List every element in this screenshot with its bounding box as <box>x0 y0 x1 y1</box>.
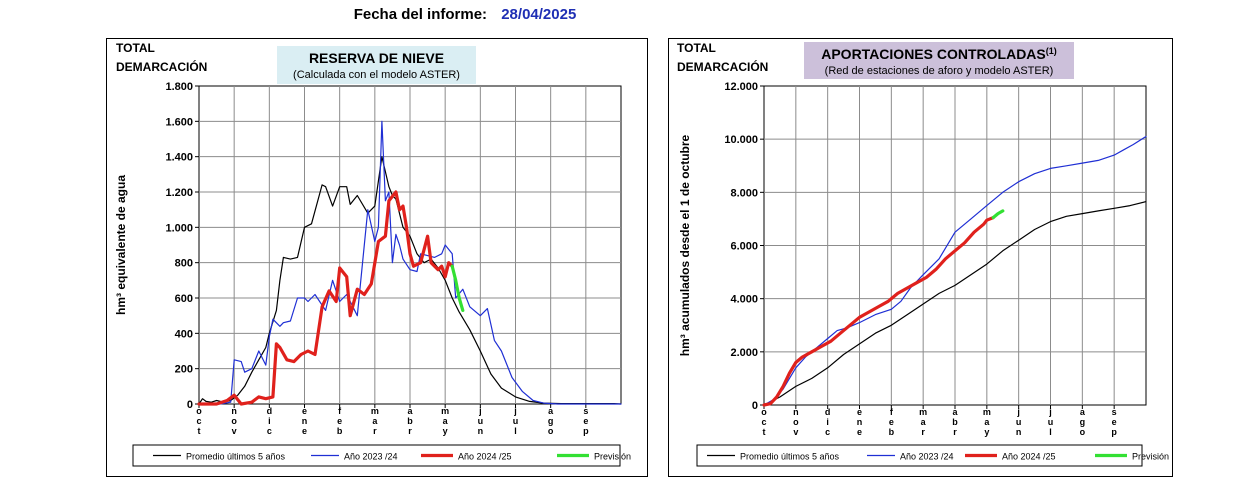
legend-label-1: Año 2023 /24 <box>900 452 954 462</box>
legend-label-2: Año 2024 /25 <box>1002 452 1056 462</box>
series-line-3 <box>991 209 1005 220</box>
y-tick-label: 600 <box>175 293 193 305</box>
legend-label-2: Año 2024 /25 <box>458 452 512 462</box>
region-label-line-1: TOTAL <box>677 41 716 55</box>
region-label-line-2: DEMARCACIÓN <box>116 59 207 74</box>
series-line-0 <box>763 201 1147 406</box>
chart-subtitle: (Red de estaciones de aforo y modelo AST… <box>825 65 1054 77</box>
legend-label-1: Año 2023 /24 <box>344 452 398 462</box>
report-date-label: Fecha del informe: <box>353 6 488 23</box>
y-tick-label: 200 <box>175 364 193 376</box>
y-tick-label: 400 <box>175 328 193 340</box>
chart-title: APORTACIONES CONTROLADAS(1) <box>821 46 1057 62</box>
y-axis-label: hm³ acumulados desde el 1 de octubre <box>678 134 692 356</box>
y-axis-label: hm³ equivalente de agua <box>114 175 128 315</box>
y-tick-label: 6.000 <box>730 241 758 253</box>
y-tick-label: 1.000 <box>165 222 193 234</box>
chart-subtitle: (Calculada con el modelo ASTER) <box>293 69 460 81</box>
series-line-3 <box>450 264 465 312</box>
y-tick-label: 1.800 <box>165 81 193 93</box>
legend-label-3: Previsión <box>594 452 631 462</box>
legend-label-0: Promedio últimos 5 años <box>186 452 286 462</box>
legend-label-3: Previsión <box>1132 452 1169 462</box>
series-line-2 <box>197 190 454 406</box>
y-tick-label: 0 <box>187 399 193 411</box>
y-tick-label: 2.000 <box>730 347 758 359</box>
y-tick-label: 10.000 <box>724 134 758 146</box>
legend-label-0: Promedio últimos 5 años <box>740 452 840 462</box>
y-tick-label: 8.000 <box>730 187 758 199</box>
report-date-bar: Fecha del informe: 28/04/2025 <box>0 6 930 23</box>
y-tick-label: 1.200 <box>165 187 193 199</box>
chart-title-box <box>277 46 476 84</box>
y-tick-label: 12.000 <box>724 81 758 93</box>
series-line-1 <box>198 120 622 405</box>
snow-reserve-panel: TOTAL DEMARCACIÓN RESERVA DE NIEVE (Calcula… <box>106 38 648 477</box>
region-label-line-1: TOTAL <box>116 41 155 55</box>
region-label-line-2: DEMARCACIÓN <box>677 59 768 74</box>
series-line-0 <box>198 156 622 405</box>
legend-box <box>132 444 621 467</box>
y-tick-label: 0 <box>752 400 758 412</box>
y-tick-label: 1.600 <box>165 116 193 128</box>
report-date-value: 28/04/2025 <box>501 6 577 23</box>
chart-title: RESERVA DE NIEVE <box>309 50 444 66</box>
series-line-2 <box>762 216 995 407</box>
y-tick-label: 4.000 <box>730 294 758 306</box>
y-tick-label: 800 <box>175 258 193 270</box>
y-tick-label: 1.400 <box>165 152 193 164</box>
chart-title-superscript: (1) <box>1046 46 1057 56</box>
controlled-inflows-panel: TOTAL DEMARCACIÓN APORTACIONES CONTROLADAS… <box>668 38 1173 477</box>
legend-box <box>696 444 1143 467</box>
chart-title-box <box>804 42 1074 79</box>
